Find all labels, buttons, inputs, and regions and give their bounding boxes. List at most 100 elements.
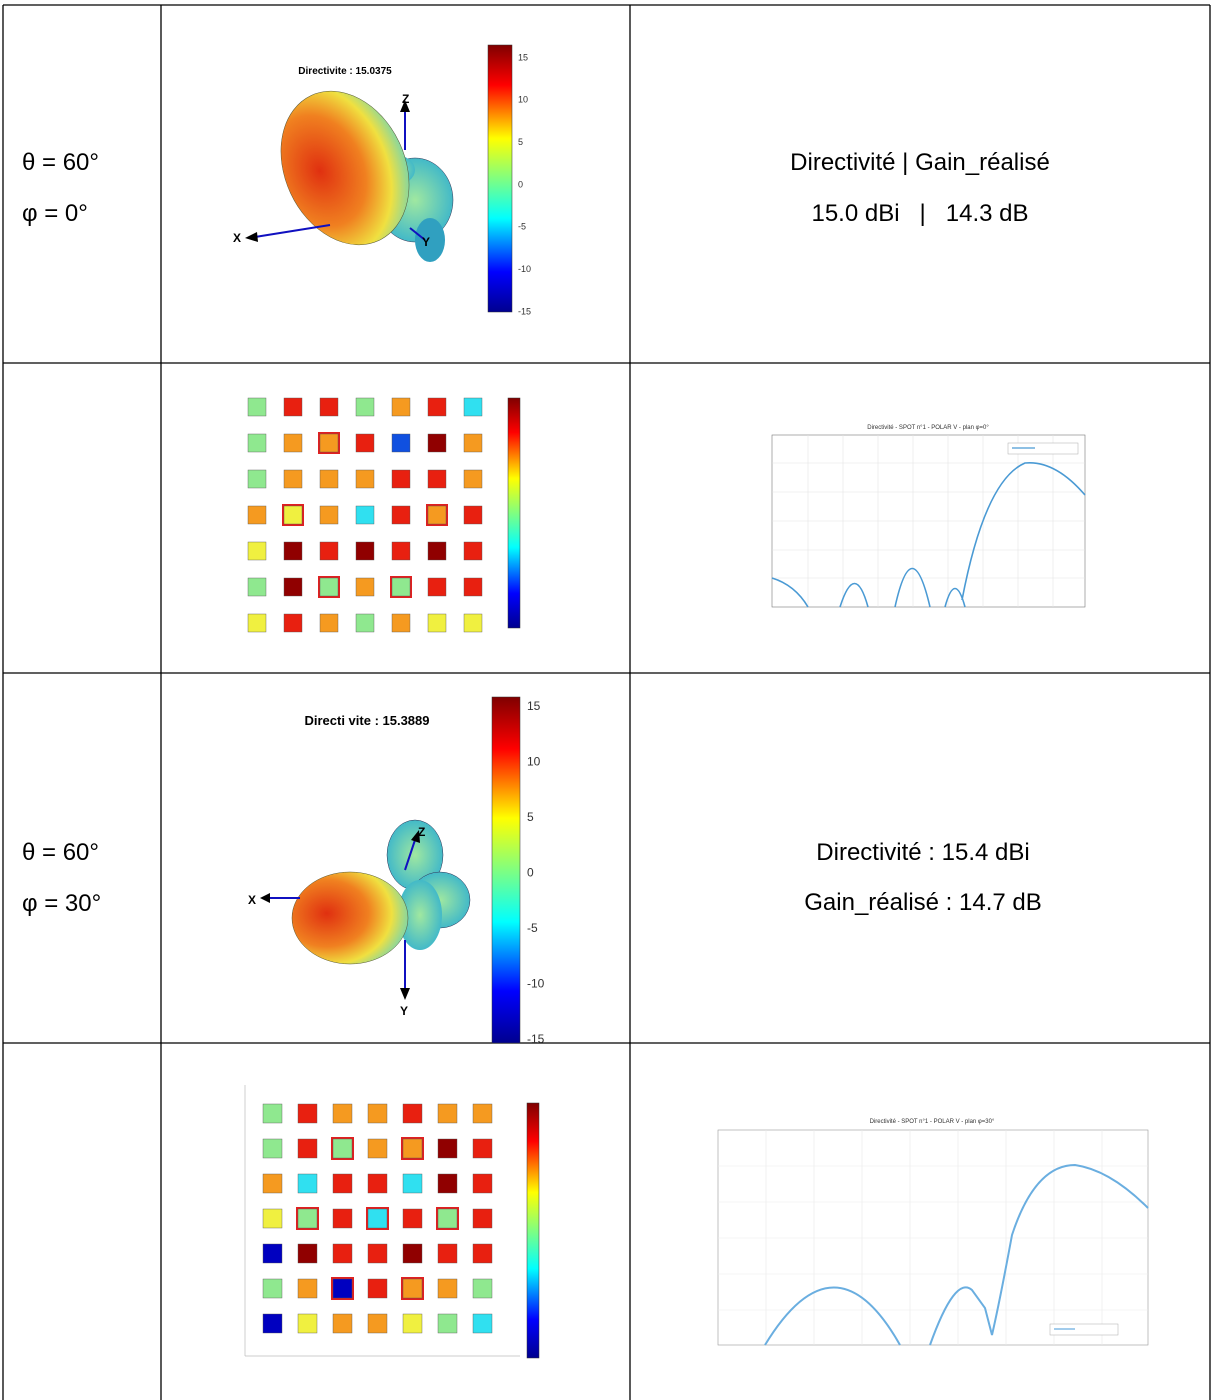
- axis-label: Y: [400, 1004, 408, 1018]
- array-element: [247, 577, 267, 597]
- array-element: [283, 613, 303, 633]
- array-element: [319, 469, 339, 489]
- pattern-figure: Directi vite : 15.3889 Z X Y 15 10 5 0 -5 -10…: [248, 696, 545, 1046]
- array-element: [332, 1243, 353, 1264]
- array-element: [355, 505, 375, 525]
- array-element: [332, 1173, 353, 1194]
- array-element: [297, 1103, 318, 1124]
- array-element: [427, 397, 447, 417]
- array-element: [355, 397, 375, 417]
- plot-title: Directivité - SPOT n°1 - POLAR V - plan …: [870, 1119, 995, 1125]
- array-element: [355, 577, 375, 597]
- array-element: [463, 541, 483, 561]
- array-element: [283, 505, 303, 525]
- array-element: [427, 505, 447, 525]
- array-element: [283, 541, 303, 561]
- array-element: [319, 613, 339, 633]
- colorbar-tick: -15: [518, 306, 531, 316]
- colorbar-tick: 15: [518, 52, 528, 62]
- line-plot: Directivité - SPOT n°1 - POLAR V - plan …: [717, 1119, 1149, 1346]
- colorbar-tick: 5: [527, 810, 534, 824]
- param: φ = 0°: [22, 200, 88, 227]
- array-element: [355, 613, 375, 633]
- array-element: [332, 1278, 353, 1299]
- array-element: [437, 1208, 458, 1229]
- array-element: [427, 613, 447, 633]
- array-element: [367, 1138, 388, 1159]
- array-element: [391, 613, 411, 633]
- array-element: [437, 1313, 458, 1334]
- array-map: [244, 1085, 540, 1359]
- array-element: [391, 577, 411, 597]
- plot-title: Directivité - SPOT n°1 - POLAR V - plan …: [867, 425, 989, 431]
- array-element: [391, 469, 411, 489]
- array-element: [437, 1243, 458, 1264]
- result: Directivité : 15.4 dBi: [816, 839, 1029, 866]
- array-element: [427, 469, 447, 489]
- array-element: [297, 1138, 318, 1159]
- array-element: [463, 397, 483, 417]
- array-element: [262, 1103, 283, 1124]
- colorbar-tick: 15: [527, 699, 541, 713]
- array-element: [437, 1278, 458, 1299]
- array-element: [355, 433, 375, 453]
- array-element: [247, 613, 267, 633]
- array-element: [427, 433, 447, 453]
- array-element: [391, 433, 411, 453]
- array-element: [472, 1278, 493, 1299]
- array-element: [437, 1173, 458, 1194]
- array-element: [472, 1173, 493, 1194]
- axis-label: X: [248, 893, 256, 907]
- array-element: [463, 433, 483, 453]
- array-element: [355, 469, 375, 489]
- array-element: [319, 433, 339, 453]
- array-element: [427, 577, 447, 597]
- param: θ = 60°: [22, 839, 99, 866]
- colorbar-tick: -10: [518, 264, 531, 274]
- array-element: [367, 1173, 388, 1194]
- figure-title: Directivite : 15.0375: [298, 66, 392, 77]
- array-element: [391, 541, 411, 561]
- axis-label: Z: [402, 92, 409, 106]
- axis-label: X: [233, 231, 241, 245]
- array-element: [262, 1173, 283, 1194]
- array-element: [402, 1173, 423, 1194]
- axis-label: Z: [418, 825, 425, 839]
- array-element: [402, 1103, 423, 1124]
- array-element: [463, 577, 483, 597]
- param: θ = 60°: [22, 149, 99, 176]
- result: Gain_réalisé : 14.7 dB: [804, 889, 1041, 916]
- array-element: [463, 505, 483, 525]
- array-map: [247, 397, 521, 633]
- array-element: [472, 1103, 493, 1124]
- array-element: [247, 541, 267, 561]
- colorbar-tick: -10: [527, 977, 545, 991]
- array-element: [319, 397, 339, 417]
- result: 15.0 dBi | 14.3 dB: [811, 200, 1028, 227]
- pattern-figure: Directivite : 15.0375 Z X Y 15 10 5 0 -5 -10 -…: [233, 44, 531, 316]
- colorbar-tick: 5: [518, 137, 523, 147]
- axis-label: Y: [422, 235, 430, 249]
- array-element: [247, 433, 267, 453]
- array-element: [319, 577, 339, 597]
- colorbar-tick: 0: [527, 866, 534, 880]
- array-element: [367, 1243, 388, 1264]
- array-element: [283, 397, 303, 417]
- array-element: [463, 613, 483, 633]
- array-element: [472, 1208, 493, 1229]
- array-element: [262, 1243, 283, 1264]
- array-element: [427, 541, 447, 561]
- array-element: [391, 397, 411, 417]
- array-element: [262, 1278, 283, 1299]
- colorbar-tick: 10: [527, 755, 541, 769]
- line-plot: Directivité - SPOT n°1 - POLAR V - plan …: [771, 425, 1086, 608]
- param: φ = 30°: [22, 890, 101, 917]
- array-element: [332, 1313, 353, 1334]
- figure-title: Directi vite : 15.3889: [304, 713, 429, 728]
- array-element: [262, 1208, 283, 1229]
- array-element: [332, 1103, 353, 1124]
- colorbar-tick: 10: [518, 95, 528, 105]
- array-element: [472, 1243, 493, 1264]
